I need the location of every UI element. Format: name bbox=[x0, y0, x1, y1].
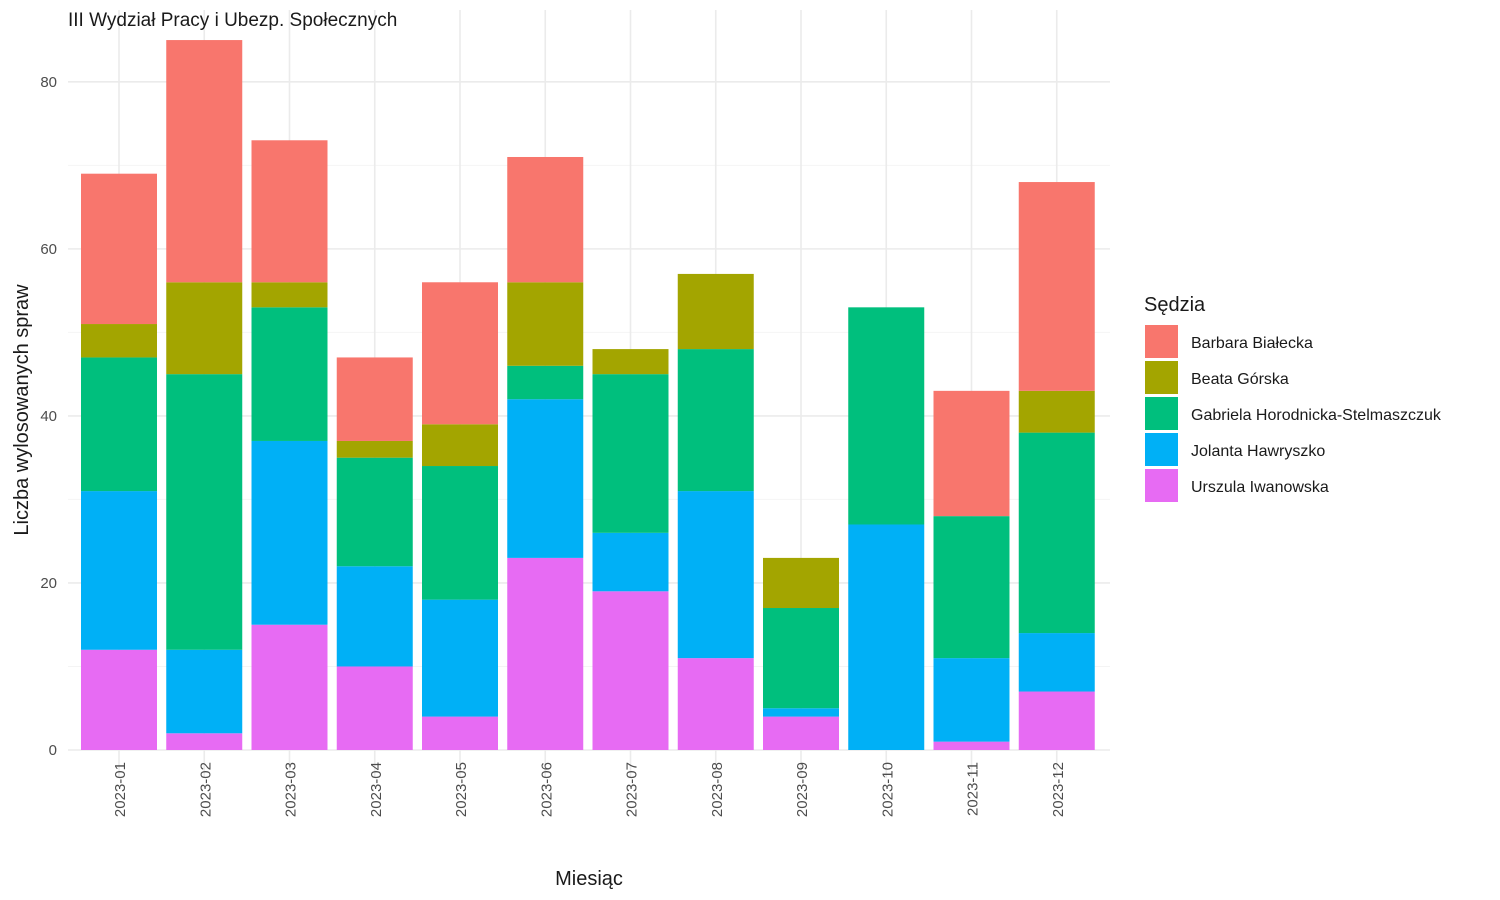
bars bbox=[81, 40, 1095, 750]
y-tick-label: 80 bbox=[40, 74, 57, 91]
bar-segment bbox=[677, 273, 754, 350]
bar-segment bbox=[933, 658, 1010, 742]
bar-segment bbox=[592, 532, 669, 592]
bar-segment bbox=[507, 282, 584, 366]
bar-segment bbox=[81, 357, 157, 492]
x-tick-label: 2023-05 bbox=[453, 762, 470, 817]
bar-segment bbox=[166, 733, 243, 750]
x-tick-label: 2023-02 bbox=[197, 762, 214, 817]
x-tick-label: 2023-07 bbox=[624, 762, 641, 817]
legend-title: Sędzia bbox=[1144, 294, 1206, 316]
bar-segment bbox=[81, 173, 157, 325]
bar-segment bbox=[422, 716, 498, 750]
bar-segment bbox=[166, 374, 243, 650]
y-tick-label: 60 bbox=[40, 241, 57, 258]
legend-swatch bbox=[1145, 469, 1178, 502]
bar-segment bbox=[422, 424, 498, 467]
bar-segment bbox=[848, 307, 925, 525]
y-axis: 0 20 40 60 80 bbox=[40, 74, 57, 759]
bar-segment bbox=[81, 649, 157, 750]
legend-label: Urszula Iwanowska bbox=[1191, 479, 1329, 496]
x-axis: 2023-01 2023-02 2023-03 2023-04 2023-05 2023-… bbox=[112, 762, 1067, 817]
x-tick-label: 2023-04 bbox=[368, 762, 385, 817]
x-axis-title: Miesiąc bbox=[555, 868, 623, 890]
bar-segment bbox=[422, 282, 498, 425]
y-axis-title: Liczba wylosowanych spraw bbox=[11, 284, 33, 536]
bar-segment bbox=[336, 457, 413, 567]
legend-swatch bbox=[1145, 433, 1178, 466]
bar-segment bbox=[677, 349, 754, 492]
legend-label: Beata Górska bbox=[1191, 371, 1289, 388]
legend-label: Jolanta Hawryszko bbox=[1191, 443, 1325, 460]
x-tick-label: 2023-12 bbox=[1050, 762, 1067, 817]
bar-segment bbox=[507, 365, 584, 400]
legend-swatch bbox=[1145, 397, 1178, 430]
bar-segment bbox=[1018, 691, 1095, 750]
x-tick-label: 2023-09 bbox=[794, 762, 811, 817]
bar-segment bbox=[507, 399, 584, 558]
bar-segment bbox=[251, 282, 328, 308]
bar-segment bbox=[763, 557, 839, 609]
bar-segment bbox=[81, 324, 157, 358]
legend-swatch bbox=[1145, 361, 1178, 394]
x-tick-label: 2023-06 bbox=[538, 762, 555, 817]
x-tick-label: 2023-08 bbox=[709, 762, 726, 817]
legend-swatch bbox=[1145, 325, 1178, 358]
bar-segment bbox=[763, 708, 839, 717]
bar-segment bbox=[251, 440, 328, 625]
bar-segment bbox=[507, 156, 584, 283]
bar-segment bbox=[1018, 432, 1095, 634]
bar-segment bbox=[251, 140, 328, 283]
bar-segment bbox=[507, 557, 584, 750]
bar-segment bbox=[336, 357, 413, 441]
bar-segment bbox=[1018, 390, 1095, 433]
bar-segment bbox=[1018, 633, 1095, 692]
bar-segment bbox=[933, 390, 1010, 517]
legend: Sędzia Barbara Białecka Beata Górska Gabri… bbox=[1144, 294, 1442, 502]
bar-segment bbox=[592, 374, 669, 533]
bar-segment bbox=[422, 599, 498, 717]
x-tick-label: 2023-01 bbox=[112, 762, 129, 817]
bar-segment bbox=[933, 516, 1010, 659]
bar-segment bbox=[336, 440, 413, 458]
bar-segment bbox=[933, 741, 1010, 750]
x-tick-label: 2023-11 bbox=[965, 762, 982, 816]
bar-segment bbox=[763, 608, 839, 709]
bar-segment bbox=[677, 658, 754, 750]
bar-segment bbox=[592, 591, 669, 750]
y-tick-label: 20 bbox=[40, 575, 57, 592]
bar-segment bbox=[251, 624, 328, 750]
bar-segment bbox=[166, 40, 243, 283]
bar-segment bbox=[592, 349, 669, 375]
bar-segment bbox=[251, 307, 328, 441]
chart-title: III Wydział Pracy i Ubezp. Społecznych bbox=[68, 10, 397, 31]
y-tick-label: 40 bbox=[40, 408, 57, 425]
bar-segment bbox=[848, 524, 925, 750]
bar-segment bbox=[1018, 182, 1095, 391]
legend-label: Barbara Białecka bbox=[1191, 335, 1313, 352]
x-tick-label: 2023-10 bbox=[879, 762, 896, 817]
bar-segment bbox=[336, 666, 413, 750]
bar-segment bbox=[81, 491, 157, 650]
bar-segment bbox=[166, 649, 243, 734]
x-tick-label: 2023-03 bbox=[283, 762, 300, 817]
bar-segment bbox=[677, 491, 754, 659]
legend-label: Gabriela Horodnicka-Stelmaszczuk bbox=[1191, 407, 1442, 424]
y-tick-label: 0 bbox=[49, 742, 57, 759]
bar-segment bbox=[166, 282, 243, 375]
bar-segment bbox=[336, 566, 413, 667]
bar-segment bbox=[763, 716, 839, 750]
bar-segment bbox=[422, 466, 498, 600]
